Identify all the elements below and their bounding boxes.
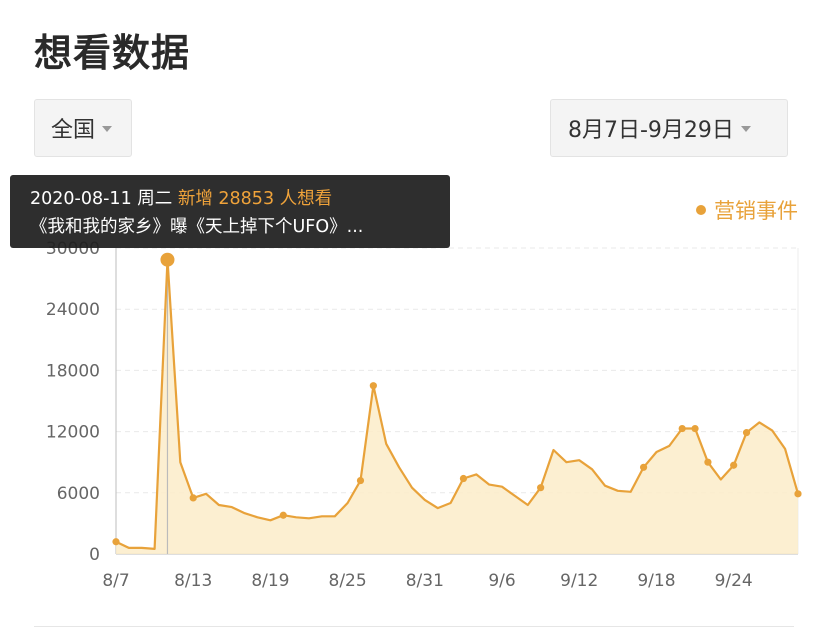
tooltip-date: 2020-08-11 周二 xyxy=(30,189,173,209)
event-data-point xyxy=(112,538,120,546)
event-data-point xyxy=(742,429,751,437)
chart-legend[interactable]: 营销事件 xyxy=(696,195,798,225)
data-points xyxy=(112,252,802,546)
x-tick-label: 9/12 xyxy=(560,571,598,591)
date-range-dropdown[interactable]: 8月7日-9月29日 xyxy=(550,99,788,157)
selected-data-point xyxy=(160,252,175,267)
event-data-point xyxy=(691,424,699,433)
event-data-point xyxy=(639,463,648,471)
series-area xyxy=(116,259,798,554)
y-tick-label: 6000 xyxy=(57,484,100,504)
x-tick-label: 8/13 xyxy=(174,571,212,591)
x-tick-label: 8/19 xyxy=(251,571,289,591)
event-data-point xyxy=(794,490,802,498)
x-tick-label: 8/25 xyxy=(329,571,367,591)
x-tick-label: 8/31 xyxy=(406,571,444,591)
x-axis-ticks: 8/7 8/13 8/19 8/25 8/31 9/6 9/12 9/18 9/24 xyxy=(102,571,752,591)
chevron-down-icon xyxy=(740,126,751,132)
tooltip-headline: 新增 28853 人想看 xyxy=(177,189,333,209)
region-dropdown-label: 全国 xyxy=(51,118,96,143)
event-data-point xyxy=(279,511,287,519)
tooltip-line-1: 2020-08-11 周二 新增 28853 人想看 xyxy=(30,185,430,213)
legend-label: 营销事件 xyxy=(714,199,798,223)
x-tick-label: 8/7 xyxy=(102,571,129,591)
y-tick-label: 24000 xyxy=(46,300,100,320)
chevron-down-icon xyxy=(102,126,113,132)
page-title: 想看数据 xyxy=(34,31,191,75)
x-tick-label: 9/6 xyxy=(488,571,515,591)
y-tick-label: 12000 xyxy=(46,423,100,443)
event-data-point xyxy=(730,461,738,469)
event-data-point xyxy=(459,474,468,483)
event-data-point xyxy=(537,484,545,492)
divider xyxy=(34,626,794,627)
date-range-label: 8月7日-9月29日 xyxy=(568,118,734,143)
legend-dot-icon xyxy=(696,205,706,215)
tooltip-event: 《我和我的家乡》曝《天上掉下个UFO》... xyxy=(30,217,364,237)
x-tick-label: 9/24 xyxy=(715,571,753,591)
event-data-point xyxy=(704,458,712,466)
event-data-point xyxy=(356,476,365,485)
region-dropdown[interactable]: 全国 xyxy=(34,99,132,157)
chart-tooltip: 2020-08-11 周二 新增 28853 人想看 《我和我的家乡》曝《天上掉… xyxy=(10,175,450,248)
y-tick-label: 18000 xyxy=(46,361,100,381)
x-tick-label: 9/18 xyxy=(637,571,675,591)
event-data-point xyxy=(369,382,377,390)
y-tick-label: 0 xyxy=(89,545,100,565)
event-data-point xyxy=(678,424,686,433)
event-data-point xyxy=(189,494,197,502)
